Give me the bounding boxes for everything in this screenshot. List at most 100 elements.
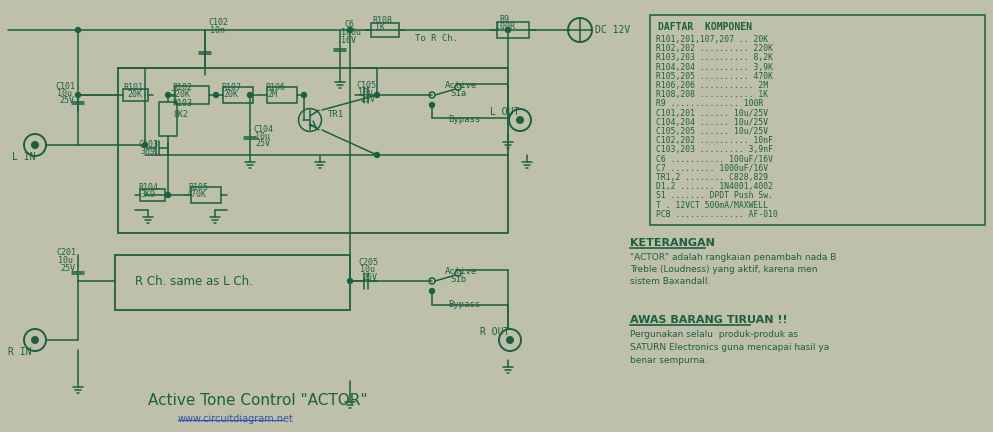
Text: R103: R103 xyxy=(172,99,192,108)
Text: 3K9: 3K9 xyxy=(140,190,155,199)
Text: 1K: 1K xyxy=(375,23,385,32)
Bar xyxy=(192,187,220,203)
Text: R OUT: R OUT xyxy=(480,327,509,337)
Text: 10u: 10u xyxy=(358,88,373,97)
Text: 25V: 25V xyxy=(362,273,377,282)
Bar xyxy=(175,86,209,104)
Circle shape xyxy=(430,102,435,108)
Text: 25V: 25V xyxy=(59,96,74,105)
Text: C102,202 .......... 10nF: C102,202 .......... 10nF xyxy=(656,136,773,145)
Text: "ACTOR" adalah rangkaian penambah nada B: "ACTOR" adalah rangkaian penambah nada B xyxy=(630,253,836,262)
Text: R9 .............. 100R: R9 .............. 100R xyxy=(656,99,764,108)
Text: C6 ........... 100uF/16V: C6 ........... 100uF/16V xyxy=(656,155,773,164)
Circle shape xyxy=(143,143,148,147)
Text: R108,208 ........... 1K: R108,208 ........... 1K xyxy=(656,90,769,99)
Bar xyxy=(118,68,508,233)
Text: R107: R107 xyxy=(221,83,241,92)
Text: Bypass: Bypass xyxy=(448,115,481,124)
Bar xyxy=(159,102,177,136)
Circle shape xyxy=(247,92,252,98)
Circle shape xyxy=(166,193,171,197)
Text: Active: Active xyxy=(445,81,478,90)
Text: C103,203 ......... 3,9nF: C103,203 ......... 3,9nF xyxy=(656,146,773,154)
Text: R106: R106 xyxy=(265,83,285,92)
Text: 25V: 25V xyxy=(255,139,270,148)
Text: T . 12VCT 500mA/MAXWELL: T . 12VCT 500mA/MAXWELL xyxy=(656,200,769,210)
Circle shape xyxy=(32,337,39,343)
Text: 16V: 16V xyxy=(341,36,356,45)
Text: R103,203 .......... 8,2K: R103,203 .......... 8,2K xyxy=(656,54,773,62)
Text: Bypass: Bypass xyxy=(448,300,481,309)
Text: C105,205 ...... 10u/25V: C105,205 ...... 10u/25V xyxy=(656,127,769,136)
Text: 20K: 20K xyxy=(223,90,238,99)
Text: C101,201 ...... 10u/25V: C101,201 ...... 10u/25V xyxy=(656,108,769,118)
Text: TR1,2 ........ C828,829: TR1,2 ........ C828,829 xyxy=(656,173,769,182)
Text: AWAS BARANG TIRUAN !!: AWAS BARANG TIRUAN !! xyxy=(630,315,787,325)
Text: Active: Active xyxy=(445,267,478,276)
Text: C6: C6 xyxy=(344,20,354,29)
Bar xyxy=(222,87,253,103)
Text: 10u: 10u xyxy=(255,132,270,141)
Text: KETERANGAN: KETERANGAN xyxy=(630,238,715,248)
Text: 25V: 25V xyxy=(360,95,375,104)
Circle shape xyxy=(516,117,523,123)
Text: benar sempurna.: benar sempurna. xyxy=(630,356,707,365)
Text: R101: R101 xyxy=(123,83,143,92)
Text: 2M: 2M xyxy=(267,90,277,99)
Circle shape xyxy=(213,92,218,98)
Text: C102: C102 xyxy=(208,18,228,27)
Text: R105,205 .......... 470K: R105,205 .......... 470K xyxy=(656,72,773,81)
Text: C103: C103 xyxy=(138,140,158,149)
Text: 10u: 10u xyxy=(58,256,73,265)
Text: PCB .............. AF-010: PCB .............. AF-010 xyxy=(656,210,778,219)
Text: R IN: R IN xyxy=(8,347,32,357)
Text: 100u: 100u xyxy=(341,28,361,37)
Text: 10u: 10u xyxy=(57,89,72,98)
Text: L IN: L IN xyxy=(12,152,36,162)
Text: 470K: 470K xyxy=(187,190,207,199)
Text: DAFTAR  KOMPONEN: DAFTAR KOMPONEN xyxy=(658,22,752,32)
Text: C201: C201 xyxy=(56,248,76,257)
Text: C101: C101 xyxy=(55,82,75,91)
Circle shape xyxy=(302,92,307,98)
Circle shape xyxy=(374,152,379,158)
Text: 3n9: 3n9 xyxy=(140,147,155,156)
Text: SATURN Electronics guna mencapai hasil ya: SATURN Electronics guna mencapai hasil y… xyxy=(630,343,829,352)
Text: sistem Baxandall.: sistem Baxandall. xyxy=(630,277,710,286)
Circle shape xyxy=(348,28,353,32)
Text: L OUT: L OUT xyxy=(490,107,519,117)
Circle shape xyxy=(166,92,171,98)
Text: C7 ......... 1000uF/16V: C7 ......... 1000uF/16V xyxy=(656,164,769,173)
Text: C104: C104 xyxy=(253,125,273,134)
Circle shape xyxy=(430,289,435,293)
Text: S1a: S1a xyxy=(450,89,466,98)
Text: S1b: S1b xyxy=(450,275,466,284)
Circle shape xyxy=(75,28,80,32)
Text: 10u: 10u xyxy=(360,265,375,274)
Text: R102,202 .......... 220K: R102,202 .......... 220K xyxy=(656,44,773,53)
Text: C105: C105 xyxy=(356,81,376,90)
Text: C205: C205 xyxy=(358,258,378,267)
Bar xyxy=(371,23,399,37)
Text: 220K: 220K xyxy=(170,90,190,99)
Bar xyxy=(123,89,148,101)
Text: To R Ch.: To R Ch. xyxy=(415,34,458,43)
Bar xyxy=(496,22,529,38)
Text: R104: R104 xyxy=(138,183,158,192)
Circle shape xyxy=(75,92,80,98)
Text: C104,204 ...... 10u/25V: C104,204 ...... 10u/25V xyxy=(656,118,769,127)
Text: R101,201,107,207 .. 20K: R101,201,107,207 .. 20K xyxy=(656,35,769,44)
Text: DC 12V: DC 12V xyxy=(595,25,631,35)
Text: Active Tone Control "ACTOR": Active Tone Control "ACTOR" xyxy=(148,393,367,408)
Text: www.circuitdiagram.net: www.circuitdiagram.net xyxy=(178,414,294,424)
Text: R Ch. same as L Ch.: R Ch. same as L Ch. xyxy=(135,275,253,288)
Circle shape xyxy=(32,142,39,148)
Text: R102: R102 xyxy=(172,83,192,92)
Text: TR1: TR1 xyxy=(328,110,345,119)
Text: R108: R108 xyxy=(372,16,392,25)
Text: 100R: 100R xyxy=(495,22,515,31)
Text: Treble (Loudness) yang aktif, karena men: Treble (Loudness) yang aktif, karena men xyxy=(630,265,817,274)
Circle shape xyxy=(348,279,353,283)
Bar xyxy=(140,189,165,201)
Text: 25V: 25V xyxy=(60,264,75,273)
